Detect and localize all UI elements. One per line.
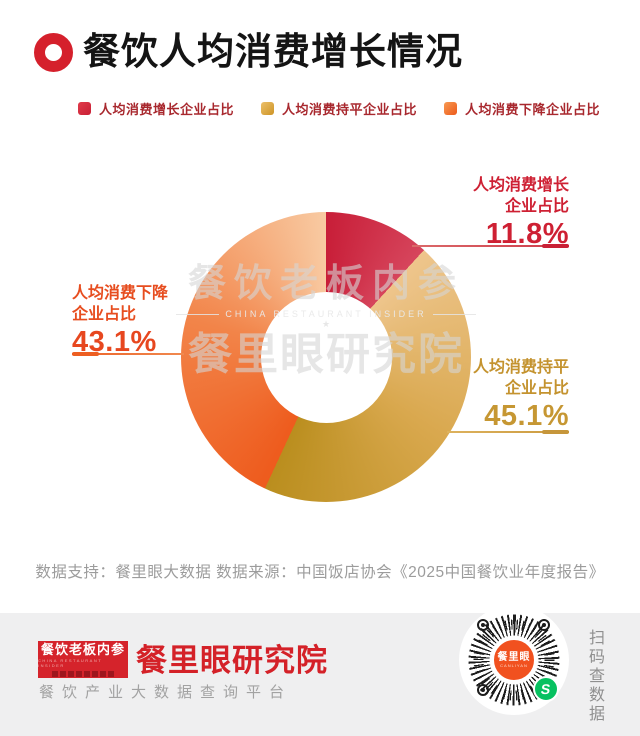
qr-eye-top-right-icon <box>538 619 550 631</box>
callout-decrease: 人均消费下降 企业占比 43.1% <box>72 283 168 358</box>
legend-swatch-flat-icon <box>261 102 275 115</box>
footer-logo-squares <box>52 670 114 677</box>
legend-item-increase: 人均消费增长企业占比 <box>78 99 234 118</box>
callout-flat-value: 45.1% <box>484 400 569 432</box>
callout-decrease-line2: 企业占比 <box>72 306 137 323</box>
footer-logo: 餐饮老板内参 CHINA RESTAURANT INSIDER <box>38 641 128 678</box>
footer: 餐饮老板内参 CHINA RESTAURANT INSIDER 餐里眼研究院 餐… <box>0 605 640 736</box>
leader-line-increase <box>412 244 569 248</box>
data-source-note: 数据支持：餐里眼大数据 数据来源：中国饭店协会《2025中国餐饮业年度报告》 <box>35 564 605 581</box>
footer-tagline: 餐饮产业大数据查询平台 <box>39 684 293 701</box>
donut-logo-icon <box>34 32 73 72</box>
callout-flat-line2: 企业占比 <box>504 380 569 397</box>
legend-item-decrease: 人均消费下降企业占比 <box>444 99 600 118</box>
qr-center-title: 餐里眼 <box>497 651 531 663</box>
donut-chart <box>181 212 471 502</box>
qr-code: 餐里眼 CANLIYAN S <box>459 605 569 715</box>
footer-logo-subtitle: CHINA RESTAURANT INSIDER <box>38 657 103 668</box>
legend-swatch-increase-icon <box>78 102 91 115</box>
wechat-mini-program-icon: S <box>533 676 559 702</box>
callout-flat: 人均消费持平 企业占比 45.1% <box>473 357 569 432</box>
qr-center-logo: 餐里眼 CANLIYAN <box>492 638 536 682</box>
header: 餐饮人均消费增长情况 <box>34 30 463 74</box>
qr-eye-bottom-left-icon <box>477 684 489 696</box>
leader-line-flat <box>447 430 569 434</box>
callout-decrease-line1: 人均消费下降 <box>72 285 169 302</box>
page-title: 餐饮人均消费增长情况 <box>83 31 463 72</box>
footer-brand-name: 餐里眼研究院 <box>136 643 328 678</box>
qr-center-subtitle: CANLIYAN <box>500 662 528 668</box>
legend-label-flat: 人均消费持平企业占比 <box>282 102 418 117</box>
legend-swatch-decrease-icon <box>444 102 458 115</box>
leader-line-decrease <box>72 352 184 356</box>
qr-eye-top-left-icon <box>477 619 489 631</box>
legend-label-increase: 人均消费增长企业占比 <box>99 102 235 117</box>
scan-hint-text: 扫码查数据 <box>586 629 603 724</box>
footer-logo-title: 餐饮老板内参 <box>40 641 125 657</box>
legend-item-flat: 人均消费持平企业占比 <box>261 99 417 118</box>
callout-increase-line1: 人均消费增长 <box>472 177 569 194</box>
callout-flat-line1: 人均消费持平 <box>472 359 569 376</box>
callout-increase-line2: 企业占比 <box>504 198 569 215</box>
callout-increase: 人均消费增长 企业占比 11.8% <box>473 175 569 250</box>
legend-label-decrease: 人均消费下降企业占比 <box>465 102 601 117</box>
chart-legend: 人均消费增长企业占比 人均消费持平企业占比 人均消费下降企业占比 <box>78 99 600 118</box>
